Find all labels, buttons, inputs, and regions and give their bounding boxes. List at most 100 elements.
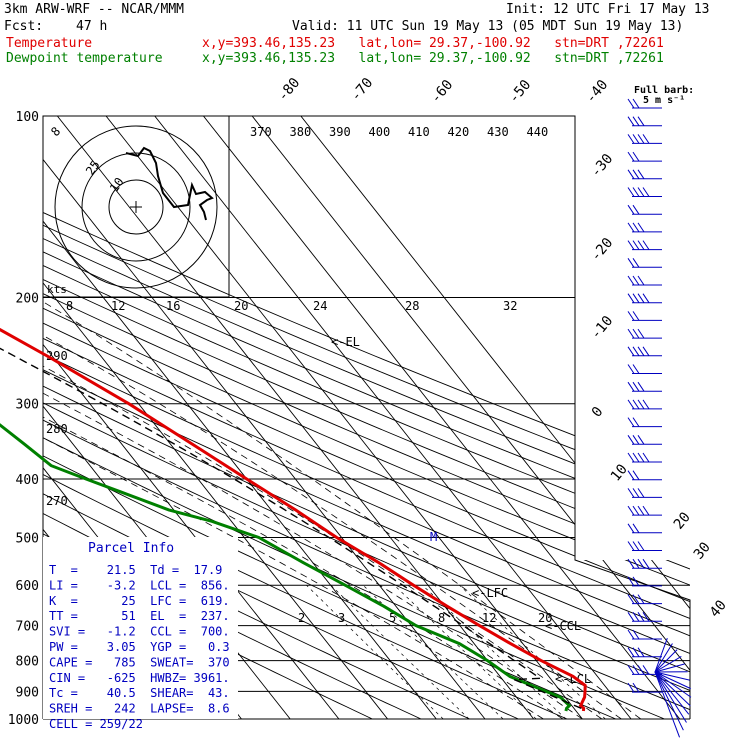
- hodograph-speed-label: 24: [313, 299, 327, 313]
- wind-barb-flag: [632, 240, 640, 250]
- hodograph-speed-label: 12: [111, 299, 125, 313]
- wind-barb-flag: [627, 381, 635, 392]
- mixing-ratio-label: 3: [338, 611, 345, 625]
- isotherm-line: [56, 116, 535, 719]
- wind-barb-flag: [627, 594, 635, 604]
- wind-barb-flag: [632, 187, 640, 197]
- wind-barb-low-level: [654, 643, 673, 673]
- wind-barb-flag: [642, 187, 650, 197]
- wind-barb-low-level: [654, 671, 681, 738]
- pressure-tick-label: 200: [16, 292, 39, 307]
- wind-barb-flag: [637, 594, 645, 604]
- theta-label: 430: [487, 125, 509, 139]
- wind-barb-flag: [627, 311, 635, 321]
- wind-barb-flag: [637, 187, 645, 197]
- theta-label: 390: [329, 125, 351, 139]
- temperature-line: [0, 327, 587, 712]
- wind-barb-flag: [632, 665, 640, 675]
- pressure-tick-label: 500: [16, 531, 39, 546]
- dewpoint-legend-label: Dewpoint temperature: [6, 51, 163, 66]
- wind-barb-flag: [627, 647, 635, 657]
- wind-barb-flag: [637, 116, 645, 126]
- wind-barb-flag: [637, 541, 645, 551]
- parcel-info-row: SREH = 242 LAPSE= 8.6: [49, 702, 230, 716]
- wind-barb-flag: [642, 240, 650, 250]
- wind-barb-flag: [627, 523, 635, 534]
- wind-barb-flag: [627, 612, 635, 622]
- wind-barb-flag: [627, 417, 635, 427]
- wind-barb-flag: [637, 435, 645, 445]
- mixing-ratio-line: [306, 584, 444, 719]
- pressure-tick-label: 1000: [8, 713, 39, 728]
- wind-barb-flag: [632, 364, 640, 374]
- wind-barb-flag: [642, 558, 650, 569]
- moist-adiabat-line: [43, 297, 642, 719]
- wind-barb-flag: [632, 222, 640, 233]
- wind-barb-flag: [632, 399, 640, 410]
- wind-barb-flag: [637, 665, 645, 675]
- isotherm-tick-label: -40: [583, 77, 612, 107]
- wind-barb-low-level: [654, 663, 685, 673]
- wind-barb-flag: [632, 311, 640, 321]
- wind-barb-flag: [627, 399, 635, 410]
- wind-barb-flag: [642, 665, 650, 675]
- wind-barb-flag: [632, 204, 640, 215]
- wind-barb-flag: [632, 258, 640, 268]
- wind-barb-flag: [632, 523, 640, 534]
- parcel-info-background: [43, 537, 238, 719]
- pressure-tick-label: 700: [16, 620, 39, 635]
- wind-barb-flag: [632, 576, 640, 587]
- theta-side-label: 270: [46, 494, 68, 508]
- moist-adiabat-line: [43, 297, 603, 719]
- isotherm-tick-label: -50: [506, 77, 535, 107]
- wind-barb-flag: [632, 275, 640, 286]
- dry-adiabat-line: [43, 116, 690, 719]
- wind-barb-flag: [627, 204, 635, 215]
- temperature-legend-label: Temperature: [6, 36, 93, 51]
- isotherm-tick-label: -20: [588, 235, 617, 265]
- wind-barb-flag: [627, 134, 635, 144]
- isotherm-line: [105, 116, 583, 719]
- wind-barbs: Full barb:5 m s⁻¹: [627, 85, 694, 738]
- parcel-info-row: CAPE = 785 SWEAT= 370: [49, 655, 230, 669]
- wind-barb-flag: [627, 558, 635, 569]
- wind-barb-flag: [627, 328, 635, 339]
- hodograph-ring-inner: [108, 179, 164, 235]
- hodograph-speed-label: 32: [503, 299, 517, 313]
- theta-label: 420: [448, 125, 470, 139]
- chart-series: [0, 327, 587, 712]
- wind-barb-flag: [632, 328, 640, 339]
- isotherm-tick-label: 40: [707, 597, 730, 620]
- wind-barb-flag: [637, 275, 645, 286]
- wind-barb-flag: [627, 470, 635, 480]
- isotherm-tick-label: 30: [691, 539, 714, 562]
- wind-barb-flag: [627, 151, 635, 162]
- hodograph-speed-label: 16: [166, 299, 180, 313]
- dry-adiabat-line: [43, 116, 690, 719]
- parcel-path-line: [0, 347, 582, 709]
- isotherm-line: [43, 116, 340, 719]
- isotherm-tick-label: 0: [589, 404, 607, 421]
- wind-barb-low-level: [654, 671, 691, 707]
- wind-barb-low-level: [654, 656, 682, 673]
- dry-adiabat-line: [43, 116, 690, 719]
- wind-barb-flag: [632, 541, 640, 551]
- wind-barb-flag: [632, 435, 640, 445]
- forecast-hour: 47 h: [76, 19, 108, 34]
- level-marker-label: M: [430, 530, 437, 544]
- dry-adiabat-line: [43, 116, 616, 719]
- isotherm-tick-label: -10: [588, 313, 617, 343]
- wind-barb-low-level: [654, 671, 687, 723]
- wind-barb-flag: [632, 151, 640, 162]
- isotherm-line: [203, 116, 681, 719]
- dry-adiabat-line: [43, 116, 690, 719]
- mixing-ratio-label: 20: [538, 611, 552, 625]
- dry-adiabat-line: [43, 116, 690, 719]
- wind-barb-flag: [642, 293, 650, 303]
- wind-barb-flag: [632, 116, 640, 126]
- wind-barb-flag: [627, 488, 635, 498]
- wind-barb-flag: [627, 346, 635, 357]
- wind-barb-flag: [627, 576, 635, 587]
